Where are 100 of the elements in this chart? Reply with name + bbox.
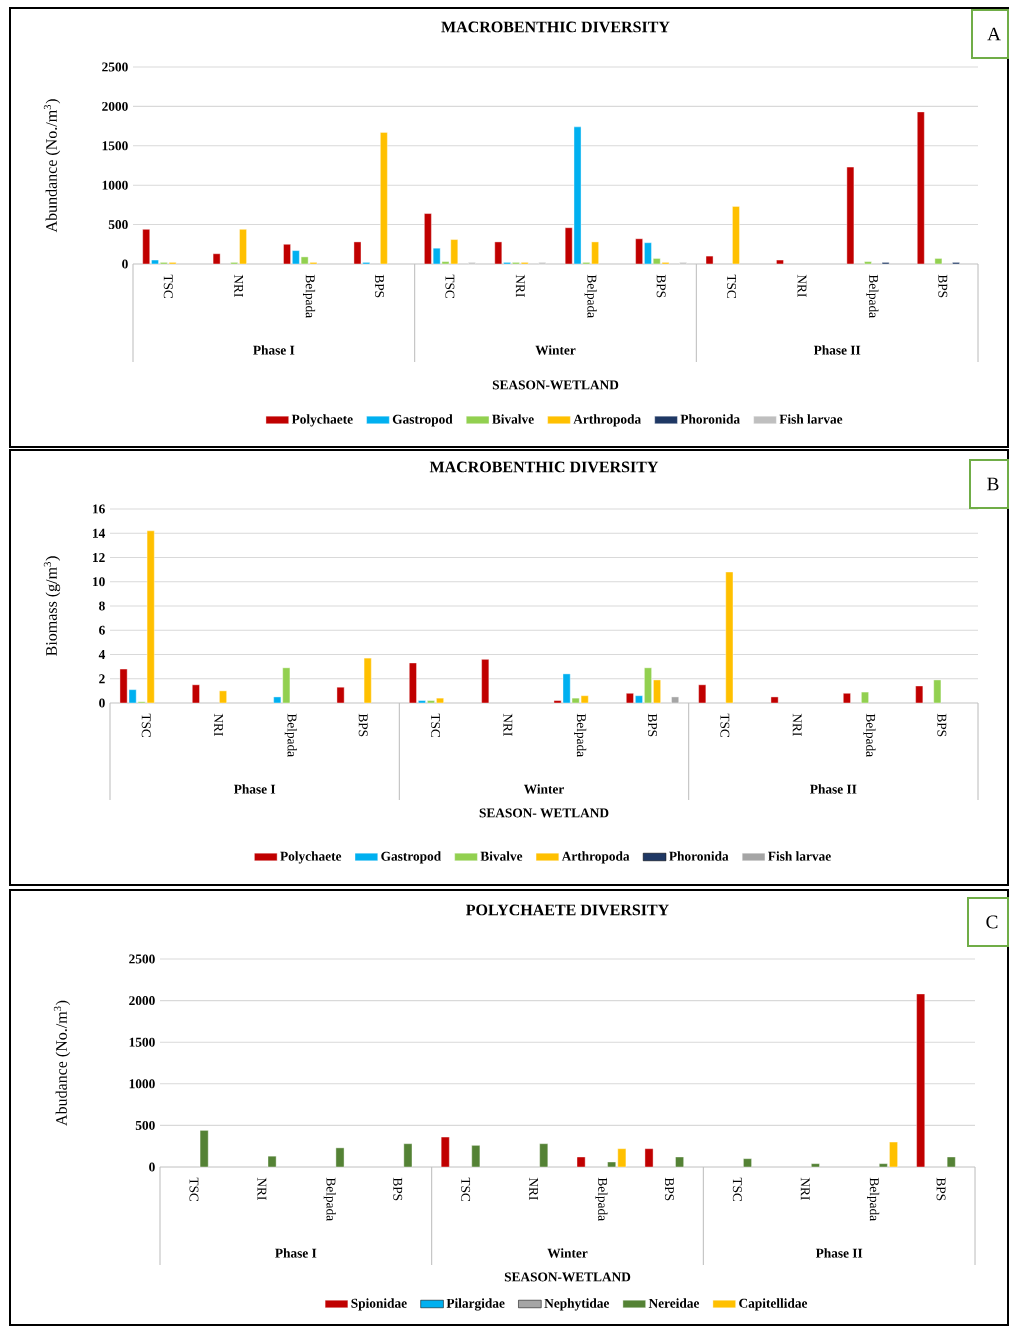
x-tick-label: TSC <box>141 713 151 738</box>
legend-label: Gastropod <box>392 414 453 427</box>
y-tick-label: 2500 <box>102 62 128 72</box>
x-tick-label: TSC <box>431 713 440 738</box>
bar <box>698 684 707 704</box>
y-tick-label: 2500 <box>129 954 155 964</box>
text: Phase I <box>253 345 295 355</box>
x-tick-label: TSC <box>189 1177 199 1202</box>
text: Phase I <box>233 784 276 794</box>
x-tick-label: BPS <box>358 713 368 737</box>
text: Winter <box>523 784 564 794</box>
x-tick-label: Belpada <box>323 1177 336 1221</box>
text: A <box>987 27 1001 41</box>
x-tick-label: BPS <box>374 274 384 298</box>
x-tick-label: Belpada <box>303 274 316 318</box>
bar <box>380 132 388 265</box>
bar <box>335 1147 345 1168</box>
bar <box>403 1143 413 1168</box>
bar <box>336 687 345 704</box>
bar <box>732 206 740 265</box>
legend-label: Spionidae <box>351 1298 407 1311</box>
x-tick-label: NRI <box>515 274 525 297</box>
x-tick-label: TSC <box>461 1177 471 1202</box>
bar <box>864 261 872 265</box>
text: Winter <box>547 1248 588 1258</box>
bar <box>934 258 943 265</box>
bar <box>743 1158 752 1168</box>
text: Phase II <box>813 345 861 355</box>
bar <box>440 1136 450 1168</box>
y-tick-label: 4 <box>98 650 106 659</box>
y-tick-label: 1500 <box>129 1037 155 1047</box>
x-tick-label: BPS <box>656 274 666 298</box>
y-tick-label: 2000 <box>102 101 128 111</box>
y-tick-label: 16 <box>93 504 105 514</box>
bar <box>267 1155 277 1168</box>
text: Phase II <box>815 1248 863 1258</box>
text: Winter <box>535 345 576 355</box>
y-tick-label: 1500 <box>102 141 128 151</box>
y-tick-label: 500 <box>135 1120 155 1130</box>
text: Phase II <box>810 784 857 794</box>
legend-label: Gastropod <box>381 851 441 864</box>
legend-label: Polychaete <box>280 851 342 864</box>
bar <box>770 696 779 704</box>
x-tick-label: BPS <box>938 274 948 298</box>
y-tick-label: 6 <box>99 625 105 635</box>
bar <box>843 693 851 704</box>
x-tick-label: BPS <box>393 1177 403 1201</box>
y-tick-label: 8 <box>99 601 105 611</box>
bar <box>471 1145 481 1168</box>
bar <box>917 111 925 265</box>
legend-label: Nereidae <box>648 1298 700 1308</box>
x-tick-label: NRI <box>257 1177 267 1200</box>
y-tick-label: 1000 <box>129 1079 155 1089</box>
bar <box>539 1143 549 1168</box>
y-tick-label: 500 <box>108 220 128 230</box>
x-tick-label: TSC <box>163 274 173 299</box>
y-tick-label: 14 <box>93 528 106 538</box>
y-tick-label: 10 <box>93 577 105 587</box>
x-tick-label: NRI <box>800 1177 810 1200</box>
x-tick-label: Belpada <box>863 713 876 757</box>
y-tick-label: 12 <box>93 553 105 562</box>
x-tick-label: BPS <box>664 1177 674 1201</box>
x-tick-label: Belpada <box>584 274 597 318</box>
y-tick-label: 0 <box>99 698 105 708</box>
text: B <box>987 477 999 491</box>
x-tick-label: TSC <box>720 713 730 738</box>
y-axis-title: Abudance (No./m$^{3}$) <box>53 1000 71 1126</box>
bar <box>192 684 200 704</box>
bar <box>776 259 784 265</box>
legend-label: Fish larvae <box>768 851 831 861</box>
bar <box>212 253 221 265</box>
legend-label: Bivalve <box>480 851 523 861</box>
bar <box>644 1148 654 1168</box>
legend-label: Nephytidae <box>544 1298 610 1311</box>
x-tick-label: NRI <box>503 713 513 736</box>
x-tick-label: NRI <box>529 1177 538 1200</box>
bar <box>576 1156 586 1168</box>
legend-label: Arthropoda <box>561 851 630 864</box>
bar <box>933 679 942 704</box>
x-tick-label: Belpada <box>574 713 587 757</box>
legend-label: Capitellidae <box>739 1298 808 1311</box>
bar <box>199 1130 209 1168</box>
bar <box>916 993 925 1168</box>
bar <box>861 691 869 704</box>
x-axis-title: SEASON-WETLAND <box>504 1272 631 1282</box>
y-tick-label: 0 <box>149 1162 155 1172</box>
bar <box>705 255 714 265</box>
bar <box>675 1156 684 1168</box>
chart-title: MACROBENTHIC DIVERSITY <box>441 21 670 33</box>
y-tick-label: 2000 <box>129 996 155 1006</box>
bar <box>671 696 679 704</box>
y-tick-label: 2 <box>99 674 105 684</box>
legend-label: Fish larvae <box>779 414 843 424</box>
x-tick-label: TSC <box>445 274 455 299</box>
text: Phase I <box>275 1248 317 1258</box>
y-axis-title: Biomass (g/m$^{3}$) <box>43 556 61 656</box>
x-tick-label: BPS <box>936 1177 946 1201</box>
legend-label: Polychaete <box>291 414 353 427</box>
x-tick-label: TSC <box>732 1177 742 1202</box>
legend-label: Pilargidae <box>446 1298 505 1311</box>
